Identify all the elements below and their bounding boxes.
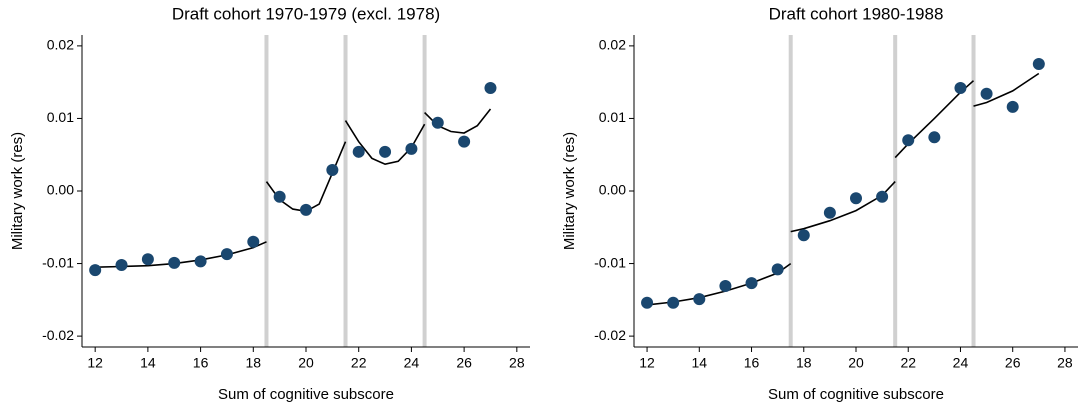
x-axis-label: Sum of cognitive subscore xyxy=(768,386,944,403)
y-tick-label: 0.01 xyxy=(599,109,626,125)
x-tick-label: 18 xyxy=(246,355,262,371)
point xyxy=(667,296,680,309)
x-tick-label: 18 xyxy=(796,355,812,371)
point xyxy=(641,296,654,309)
x-tick-label: 14 xyxy=(692,355,708,371)
point xyxy=(431,116,444,129)
point xyxy=(823,206,836,219)
x-tick-label: 22 xyxy=(900,355,916,371)
point xyxy=(745,277,758,290)
x-tick-label: 12 xyxy=(639,355,655,371)
point xyxy=(405,142,418,155)
point xyxy=(220,248,233,261)
y-tick-label: -0.02 xyxy=(594,327,626,343)
y-tick-label: -0.02 xyxy=(42,327,74,343)
point xyxy=(247,235,260,248)
chart-title: Draft cohort 1980-1988 xyxy=(769,4,944,23)
point xyxy=(458,135,471,148)
point xyxy=(954,81,967,94)
x-tick-label: 24 xyxy=(953,355,969,371)
point xyxy=(326,163,339,176)
point xyxy=(771,263,784,276)
point xyxy=(797,229,810,242)
point xyxy=(693,293,706,306)
x-tick-label: 20 xyxy=(848,355,864,371)
y-tick-label: 0.00 xyxy=(599,182,626,198)
point xyxy=(352,145,365,158)
x-tick-label: 26 xyxy=(1005,355,1021,371)
x-tick-label: 26 xyxy=(456,355,472,371)
fit-line xyxy=(95,108,492,268)
x-tick-label: 28 xyxy=(509,355,525,371)
y-tick-label: 0.02 xyxy=(599,37,626,53)
point xyxy=(273,190,286,203)
point xyxy=(115,259,128,272)
point xyxy=(168,256,181,269)
y-tick-label: 0.02 xyxy=(47,37,74,53)
point xyxy=(719,280,732,293)
y-tick-label: -0.01 xyxy=(594,254,626,270)
x-tick-label: 12 xyxy=(87,355,103,371)
point xyxy=(194,255,207,268)
y-axis-label: Military work (res) xyxy=(561,132,578,250)
point xyxy=(379,145,392,158)
x-axis-label: Sum of cognitive subscore xyxy=(218,386,394,403)
point xyxy=(928,131,941,144)
point xyxy=(141,253,154,266)
point xyxy=(876,190,889,203)
chart-title: Draft cohort 1970-1979 (excl. 1978) xyxy=(172,4,440,23)
point xyxy=(980,87,993,100)
point xyxy=(1032,58,1045,71)
point xyxy=(902,134,915,147)
x-tick-label: 16 xyxy=(193,355,209,371)
x-tick-label: 28 xyxy=(1057,355,1073,371)
x-tick-label: 20 xyxy=(298,355,314,371)
y-tick-label: 0.00 xyxy=(47,182,74,198)
point xyxy=(300,203,312,216)
x-tick-label: 22 xyxy=(351,355,367,371)
y-axis-label: Military work (res) xyxy=(9,132,26,250)
x-tick-label: 24 xyxy=(404,355,420,371)
y-tick-label: 0.01 xyxy=(47,109,74,125)
fit-line xyxy=(647,72,1040,306)
y-tick-label: -0.01 xyxy=(42,254,74,270)
point xyxy=(1006,100,1019,113)
x-tick-label: 16 xyxy=(744,355,760,371)
x-tick-label: 14 xyxy=(140,355,156,371)
point xyxy=(850,192,862,205)
point xyxy=(89,264,102,277)
point xyxy=(484,81,497,94)
